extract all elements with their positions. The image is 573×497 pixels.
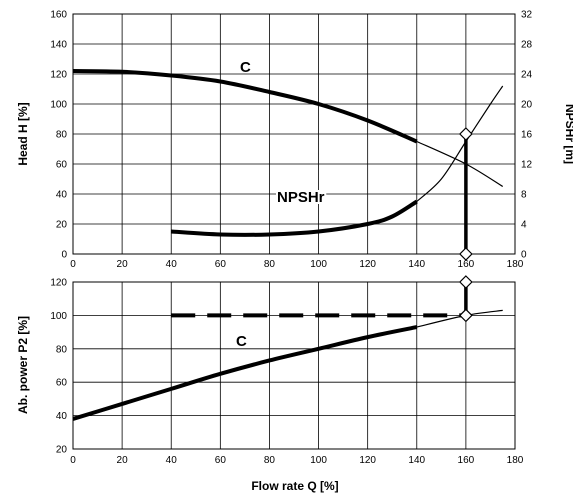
bottom-y-tick-label: 80 <box>56 344 68 355</box>
top-x-tick-label: 180 <box>507 259 524 270</box>
bottom-x-tick-label: 160 <box>458 455 475 466</box>
power-curve-bold <box>72 325 418 421</box>
top-y-tick-label: 20 <box>56 220 68 231</box>
bottom-x-tick-label: 140 <box>408 455 425 466</box>
bottom-x-tick-label: 180 <box>507 455 524 466</box>
top-y-axis-title: Head H [%] <box>16 102 30 165</box>
top-y2-tick-label: 0 <box>521 250 527 261</box>
top-plot-frame <box>72 13 516 255</box>
top-x-tick-label: 80 <box>264 259 276 270</box>
top-x-tick-label: 160 <box>458 259 475 270</box>
head-curve-label: C <box>240 59 251 76</box>
plot-layer <box>72 69 504 421</box>
bottom-y-tick-label: 120 <box>50 278 67 289</box>
top-y-tick-label: 40 <box>56 190 68 201</box>
npshr-curve-bold <box>171 199 418 237</box>
top-x-tick-label: 120 <box>359 259 376 270</box>
top-y2-tick-label: 28 <box>521 40 533 51</box>
top-y-tick-label: 100 <box>50 100 67 111</box>
top-y-tick-label: 80 <box>56 130 68 141</box>
bottom-x-tick-label: 40 <box>166 455 178 466</box>
top-operating-point-marker <box>459 127 473 141</box>
top-y2-tick-label: 20 <box>521 100 533 111</box>
bottom-x-tick-label: 100 <box>310 455 327 466</box>
bottom-y-tick-label: 20 <box>56 445 68 456</box>
npshr-curve-label: NPSHr <box>277 189 325 206</box>
bottom-x-tick-label: 20 <box>117 455 129 466</box>
top-x-tick-label: 140 <box>408 259 425 270</box>
top-x-tick-label: 0 <box>70 259 76 270</box>
bottom-y-tick-label: 60 <box>56 378 68 389</box>
bottom-x-tick-label: 60 <box>215 455 227 466</box>
bottom-top-point-marker <box>459 275 473 289</box>
bottom-x-tick-label: 80 <box>264 455 276 466</box>
top-y2-tick-label: 4 <box>521 220 527 231</box>
top-axis-point-marker <box>459 247 473 261</box>
top-x-tick-label: 20 <box>117 259 129 270</box>
top-y2-axis-title: NPSHr [m] <box>563 104 573 164</box>
top-y-tick-label: 160 <box>50 10 67 21</box>
head-curve-bold <box>72 69 418 144</box>
top-x-tick-label: 60 <box>215 259 227 270</box>
top-x-tick-label: 40 <box>166 259 178 270</box>
top-y-tick-label: 140 <box>50 40 67 51</box>
bottom-x-axis-title: Flow rate Q [%] <box>251 479 338 493</box>
npshr-curve-thin <box>416 85 504 202</box>
top-y2-tick-label: 24 <box>521 70 533 81</box>
top-y-tick-label: 0 <box>61 250 67 261</box>
bottom-y-tick-label: 40 <box>56 411 68 422</box>
top-chart-grid <box>72 13 516 255</box>
bottom-y-axis-title: Ab. power P2 [%] <box>16 316 30 414</box>
bottom-chart-grid <box>72 281 516 450</box>
power-curve-thin <box>416 309 503 328</box>
top-y2-tick-label: 8 <box>521 190 527 201</box>
bottom-y-tick-label: 100 <box>50 311 67 322</box>
top-y-tick-label: 120 <box>50 70 67 81</box>
top-y2-tick-label: 12 <box>521 160 533 171</box>
top-y-tick-label: 60 <box>56 160 68 171</box>
bottom-plot-frame <box>72 281 516 450</box>
bottom-operating-point-marker <box>459 308 473 323</box>
power-curve-label: C <box>236 333 247 350</box>
bottom-x-tick-label: 120 <box>359 455 376 466</box>
top-y2-tick-label: 16 <box>521 130 533 141</box>
top-y2-tick-label: 32 <box>521 10 533 21</box>
top-x-tick-label: 100 <box>310 259 327 270</box>
bottom-x-tick-label: 0 <box>70 455 76 466</box>
